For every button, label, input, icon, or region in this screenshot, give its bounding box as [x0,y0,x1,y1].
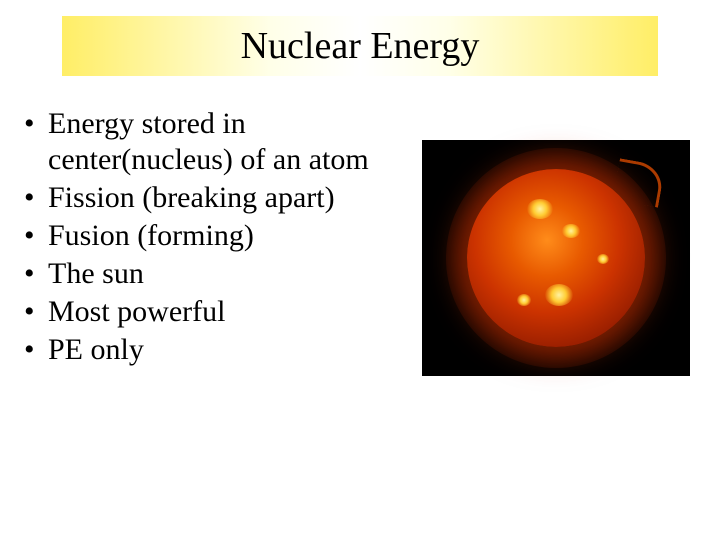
sun-spot-icon [527,199,553,219]
list-item: • The sun [22,256,402,292]
bullet-icon: • [22,106,48,142]
bullet-icon: • [22,294,48,330]
bullet-text: Energy stored in center(nucleus) of an a… [48,106,402,178]
sun-icon [467,169,645,347]
bullet-text: Fission (breaking apart) [48,180,335,216]
sun-spot-icon [545,284,573,306]
slide-title: Nuclear Energy [241,24,480,68]
bullet-icon: • [22,332,48,368]
list-item: • Fusion (forming) [22,218,402,254]
bullet-text: The sun [48,256,144,292]
bullet-text: Fusion (forming) [48,218,254,254]
bullet-text: PE only [48,332,144,368]
sun-spot-icon [517,294,531,306]
bullet-content: • Energy stored in center(nucleus) of an… [22,106,402,370]
sun-image [422,140,690,376]
bullet-icon: • [22,180,48,216]
list-item: • Fission (breaking apart) [22,180,402,216]
sun-spot-icon [597,254,609,264]
list-item: • PE only [22,332,402,368]
bullet-icon: • [22,218,48,254]
list-item: • Energy stored in center(nucleus) of an… [22,106,402,178]
title-bar: Nuclear Energy [62,16,658,76]
sun-spot-icon [562,224,580,238]
bullet-icon: • [22,256,48,292]
bullet-text: Most powerful [48,294,225,330]
bullet-list: • Energy stored in center(nucleus) of an… [22,106,402,368]
list-item: • Most powerful [22,294,402,330]
